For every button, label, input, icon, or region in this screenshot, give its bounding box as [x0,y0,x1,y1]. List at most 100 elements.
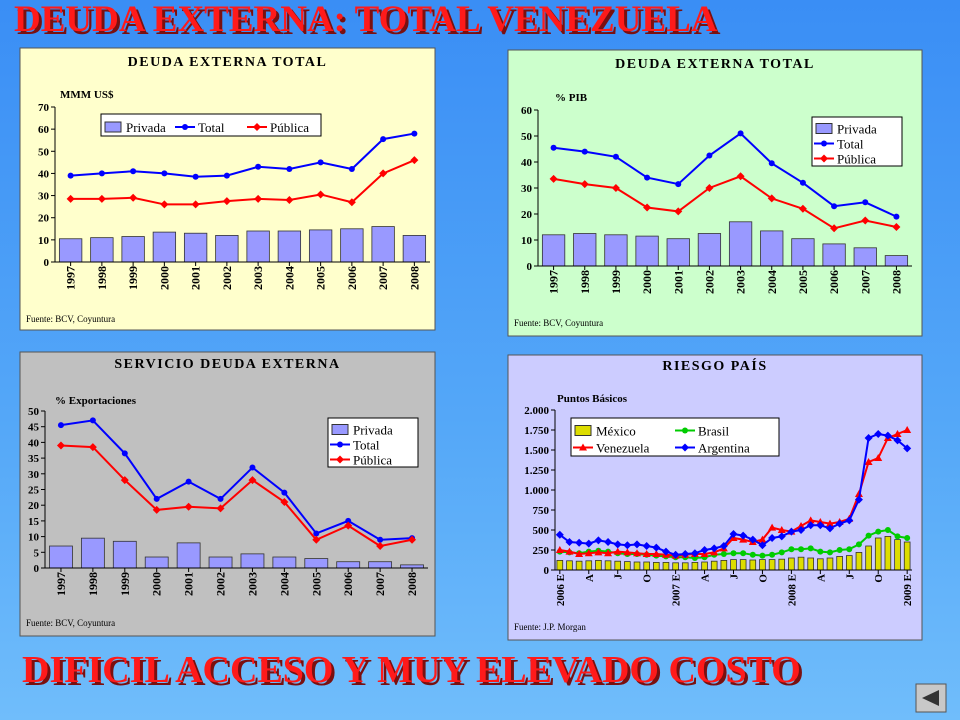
y-tick-label: 1.500 [524,445,549,457]
marker [184,502,193,511]
marker [254,194,263,203]
marker [222,197,231,206]
marker [312,535,321,544]
marker [700,546,709,554]
x-tick-label: J [613,574,625,580]
marker [864,458,873,465]
marker [854,495,863,504]
marker [720,551,727,557]
marker [831,203,838,210]
x-tick-label: 2002 [220,266,234,290]
bar [817,558,824,571]
marker [749,551,756,558]
marker [875,528,882,535]
bar [573,233,597,267]
marker [550,144,557,151]
x-tick-label: 1997 [64,266,78,290]
legend-label: Total [198,120,225,135]
legend-label: Argentina [698,441,750,456]
marker [758,541,767,550]
bar [739,559,747,571]
marker [281,489,288,496]
bar [797,556,805,571]
legend-label: Pública [270,120,309,135]
x-tick-label: A [815,574,827,582]
source: Fuente: BCV, Coyuntura [26,314,115,324]
x-tick-label: 2003 [251,266,265,290]
x-tick-label: 2004 [765,270,779,294]
y-tick-label: 20 [28,500,40,512]
marker [748,535,757,544]
marker [555,530,564,539]
y-tick-label: 35 [28,453,40,465]
marker [623,548,632,556]
marker [903,426,912,433]
marker [777,532,786,541]
marker [681,550,690,558]
y-tick-label: 0 [34,563,40,575]
marker [191,200,200,209]
bar [402,235,427,263]
x-tick-label: 2005 [309,572,323,596]
legend-marker [337,441,343,448]
x-tick-label: 2006 E [555,574,567,606]
bar [822,243,846,267]
marker [255,163,262,170]
marker [604,538,613,546]
x-tick-label: 1999 [609,270,623,294]
bar [865,545,872,571]
legend-label: Pública [837,152,876,167]
y-tick-label: 25 [28,485,40,497]
legend-marker [682,427,688,434]
bar [778,558,786,571]
chart-title: DEUDA EXTERNA TOTAL [615,57,815,72]
bar [121,236,145,263]
bar [566,560,573,571]
bar [556,560,564,571]
bar [144,556,169,569]
marker [161,170,168,177]
marker [612,153,619,160]
legend-label: Privada [353,423,393,438]
bar [874,537,882,571]
marker [861,216,870,225]
marker [739,531,748,540]
marker [88,443,97,452]
marker [893,430,902,437]
x-tick-label: 2008 [407,266,421,290]
marker [152,505,161,514]
legend-box [100,113,322,137]
legend-label: Total [353,438,380,453]
bar [371,226,395,263]
marker [865,532,872,539]
y-tick-label: 0 [44,257,50,269]
marker [642,550,651,557]
marker [904,535,911,541]
x-tick-label: A [584,574,596,582]
marker [807,545,814,552]
x-tick-label: 2008 [889,270,903,294]
y-tick-label: 250 [533,545,550,557]
x-tick-label: 2006 [345,266,359,290]
y-tick-label: 10 [38,235,50,247]
bar [826,557,834,571]
marker [816,521,825,530]
bar [720,560,728,571]
bar [176,542,201,569]
x-tick-label: J [844,574,856,580]
y-tick-label: 5 [34,547,40,559]
y-tick-label: 70 [38,102,50,114]
marker [98,170,105,177]
marker [769,551,776,558]
legend-label: México [596,424,636,439]
bar [701,561,708,571]
marker [788,546,795,553]
marker [313,530,320,537]
marker [613,540,622,549]
nav-arrow[interactable] [922,690,939,706]
x-tick-label: 2005 [796,270,810,294]
y-tick-label: 45 [28,422,40,434]
y-tick-label: 0 [527,261,533,273]
